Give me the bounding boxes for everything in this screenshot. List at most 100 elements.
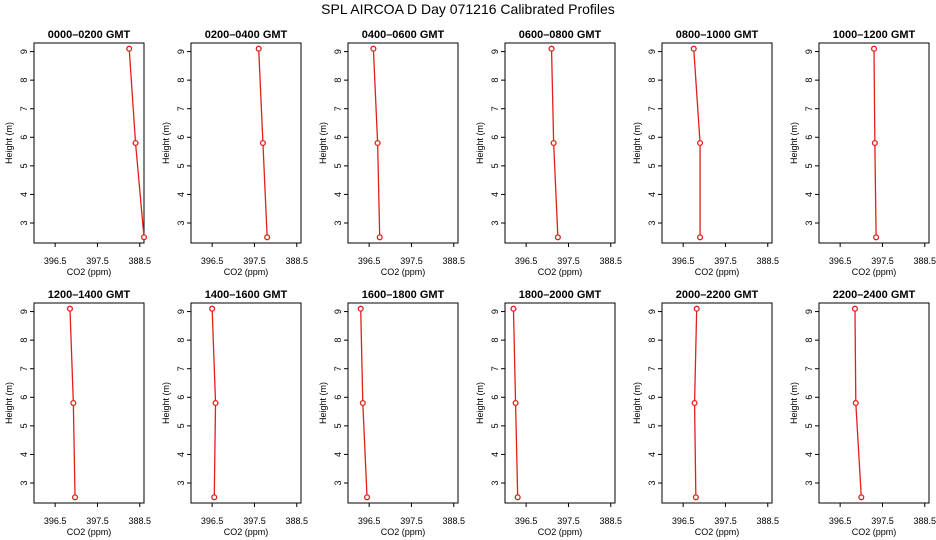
y-tick-label: 8	[333, 78, 343, 83]
y-tick-label: 8	[804, 78, 814, 83]
y-tick-label: 4	[19, 452, 29, 457]
y-tick-label: 9	[176, 49, 186, 54]
y-tick-label: 3	[333, 220, 343, 225]
profile-panel: 1400–1600 GMT 3 4 5 6 7 8 9 396.5 397.5 388.5 CO2 (…	[161, 289, 308, 537]
y-tick-label: 9	[804, 49, 814, 54]
data-point	[132, 139, 139, 147]
data-point	[209, 305, 216, 312]
y-tick-label: 5	[804, 423, 814, 428]
y-tick-label: 6	[647, 135, 657, 140]
data-point	[66, 305, 74, 312]
y-tick-label: 3	[176, 480, 186, 485]
y-tick-label: 7	[19, 366, 29, 371]
data-point	[692, 494, 699, 501]
y-tick-label: 4	[176, 452, 186, 457]
data-point	[359, 399, 366, 407]
data-point	[370, 45, 377, 52]
x-axis-label: CO2 (ppm)	[381, 267, 426, 277]
y-tick-label: 5	[333, 163, 343, 168]
x-tick-label: 397.5	[557, 516, 580, 526]
plot-frame	[818, 302, 930, 504]
y-tick-label: 9	[333, 309, 343, 314]
y-tick-label: 9	[490, 49, 500, 54]
data-point	[264, 234, 271, 241]
plot-frame	[661, 42, 773, 244]
x-tick-label: 397.5	[400, 516, 423, 526]
data-point	[852, 399, 859, 407]
y-tick-label: 6	[804, 135, 814, 140]
y-tick-label: 5	[490, 423, 500, 428]
y-tick-label: 4	[490, 452, 500, 457]
x-axis-label: CO2 (ppm)	[224, 527, 269, 537]
y-tick-label: 8	[647, 78, 657, 83]
x-tick-label: 388.5	[757, 516, 780, 526]
data-point	[851, 305, 859, 312]
y-tick-label: 5	[490, 163, 500, 168]
data-point	[140, 234, 148, 241]
y-tick-label: 4	[804, 452, 814, 457]
profile-panel: 0800–1000 GMT 3 4 5 6 7 8 9 396.5 397.5 388.5 CO2 (…	[632, 29, 779, 277]
panel-title: 2000–2200 GMT	[676, 289, 759, 301]
x-tick-label: 396.5	[44, 516, 67, 526]
y-tick-label: 9	[647, 49, 657, 54]
y-tick-label: 3	[804, 220, 814, 225]
x-tick-label: 396.5	[515, 516, 538, 526]
y-tick-label: 5	[176, 423, 186, 428]
x-tick-label: 388.5	[443, 256, 466, 266]
x-tick-label: 397.5	[243, 256, 266, 266]
profile-panel: 0000–0200 GMT 3 4 5 6 7 8 9 396.5 397.5 388.5 CO2 (…	[4, 29, 151, 277]
panel-title: 0800–1000 GMT	[676, 29, 759, 41]
x-tick-label: 388.5	[757, 256, 780, 266]
profile-panel: 0400–0600 GMT 3 4 5 6 7 8 9 396.5 397.5 388.5 CO2 (…	[318, 29, 465, 277]
y-tick-label: 6	[19, 395, 29, 400]
y-tick-label: 3	[490, 220, 500, 225]
plot-frame	[347, 302, 459, 504]
y-tick-label: 4	[647, 452, 657, 457]
x-tick-label: 396.5	[672, 516, 695, 526]
plot-frame	[33, 302, 145, 504]
profile-panel: 1600–1800 GMT 3 4 5 6 7 8 9 396.5 397.5 388.5 CO2 (…	[318, 289, 465, 537]
x-tick-label: 397.5	[86, 516, 109, 526]
y-tick-label: 9	[804, 309, 814, 314]
plot-frame	[818, 42, 930, 244]
y-tick-label: 7	[647, 106, 657, 111]
data-point	[211, 494, 218, 501]
y-tick-label: 7	[804, 106, 814, 111]
panel-title: 1800–2000 GMT	[519, 289, 602, 301]
plot-frame	[33, 42, 145, 244]
y-tick-label: 7	[176, 106, 186, 111]
data-point	[548, 45, 555, 52]
y-tick-label: 8	[804, 338, 814, 343]
x-tick-label: 397.5	[400, 256, 423, 266]
y-axis-label: Height (m)	[789, 122, 799, 164]
y-tick-label: 4	[176, 192, 186, 197]
y-tick-label: 6	[490, 395, 500, 400]
y-tick-label: 3	[19, 220, 29, 225]
data-point	[510, 305, 517, 312]
y-tick-label: 9	[19, 309, 29, 314]
x-tick-label: 388.5	[914, 256, 936, 266]
x-tick-label: 396.5	[358, 256, 381, 266]
y-tick-label: 3	[647, 480, 657, 485]
x-tick-label: 396.5	[44, 256, 67, 266]
x-axis-label: CO2 (ppm)	[381, 527, 426, 537]
x-tick-label: 396.5	[829, 256, 852, 266]
x-tick-label: 388.5	[129, 516, 152, 526]
data-point	[126, 45, 133, 52]
y-tick-label: 8	[490, 338, 500, 343]
x-axis-label: CO2 (ppm)	[695, 527, 740, 537]
panel-title: 0400–0600 GMT	[362, 29, 445, 41]
panel-title: 1600–1800 GMT	[362, 289, 445, 301]
y-axis-label: Height (m)	[4, 122, 14, 164]
y-tick-label: 5	[19, 423, 29, 428]
plot-frame	[661, 302, 773, 504]
data-point	[259, 139, 266, 147]
data-point	[871, 139, 878, 147]
y-tick-label: 3	[804, 480, 814, 485]
data-point	[870, 45, 878, 52]
y-tick-label: 4	[19, 192, 29, 197]
y-tick-label: 9	[647, 309, 657, 314]
x-axis-label: CO2 (ppm)	[67, 527, 112, 537]
x-tick-label: 388.5	[600, 516, 623, 526]
y-tick-label: 3	[647, 220, 657, 225]
